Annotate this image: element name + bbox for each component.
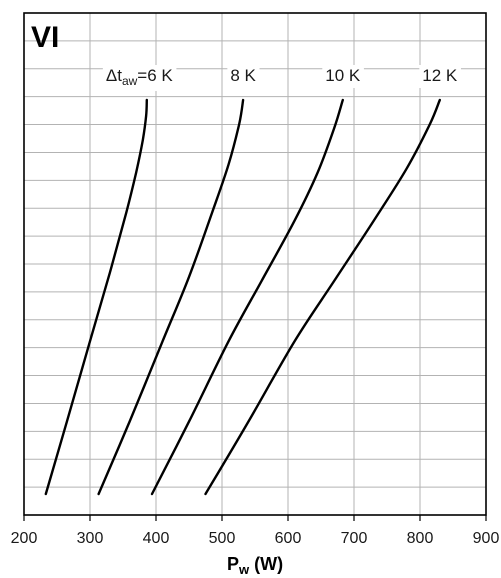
x-tick-label: 300 [77,530,104,547]
curve-8k [97,98,245,496]
x-tick-labels: 200 300 400 500 600 700 800 900 [11,515,500,547]
label-prefix-sub: aw [122,74,138,88]
x-axis-title-main: P [227,554,239,574]
curve-label-background [322,65,364,88]
curve-label-background [227,65,260,88]
curve-label-text: Δtaw=6 K [106,66,174,88]
x-tick-label: 800 [407,530,434,547]
curve-6k [44,98,148,496]
x-axis-title-unit: (W) [249,554,283,574]
label-value: 6 K [147,66,173,85]
x-axis-title: Pw (W) [227,554,283,577]
x-axis-title-sub: w [238,562,250,577]
label-prefix-eq: = [137,66,147,85]
curve-label-background [419,65,461,88]
panel-label: VI [31,21,59,54]
curve-label-text: 8 K [230,66,256,85]
curve-10k [150,98,344,496]
x-tick-label: 200 [11,530,38,547]
x-tick-label: 700 [341,530,368,547]
curve-label-text: 10 K [325,66,361,85]
curve-label-6k: Δtaw=6 K [102,65,177,91]
curves [44,98,441,496]
plot-frame [23,12,487,516]
curve-label-background [102,65,177,91]
x-tick-label: 600 [275,530,302,547]
gridlines [24,13,486,515]
curve-12k [204,98,441,496]
curve-label-8k: 8 K [227,65,260,88]
curve-labels: Δtaw=6 K 8 K 10 K 12 K [102,65,461,91]
curve-label-text: 12 K [422,66,458,85]
x-tick-label: 900 [473,530,500,547]
curve-label-12k: 12 K [419,65,461,88]
x-tick-label: 400 [143,530,170,547]
x-tick-label: 500 [209,530,236,547]
curve-label-10k: 10 K [322,65,364,88]
label-prefix-main: Δt [106,66,122,85]
